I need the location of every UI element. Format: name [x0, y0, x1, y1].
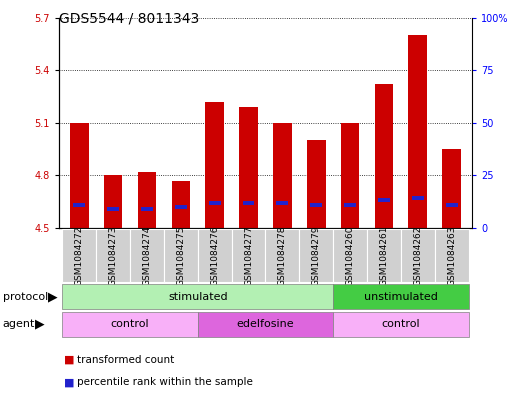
Text: GDS5544 / 8011343: GDS5544 / 8011343 — [59, 12, 199, 26]
Text: GSM1084278: GSM1084278 — [278, 225, 287, 286]
Bar — [344, 203, 356, 207]
Bar — [408, 35, 427, 228]
Text: GSM1084274: GSM1084274 — [143, 225, 151, 286]
Text: control: control — [382, 319, 420, 329]
Bar — [70, 123, 89, 228]
Bar — [277, 202, 288, 205]
Bar — [205, 102, 224, 228]
Bar — [96, 229, 130, 282]
Bar — [141, 207, 153, 211]
Text: agent: agent — [3, 319, 35, 329]
Bar — [104, 175, 123, 228]
Text: edelfosine: edelfosine — [236, 319, 294, 329]
Text: ▶: ▶ — [48, 290, 57, 303]
Text: ■: ■ — [64, 377, 78, 387]
Bar — [378, 198, 390, 202]
Bar — [401, 229, 435, 282]
Bar — [209, 202, 221, 205]
Text: GSM1084273: GSM1084273 — [109, 225, 117, 286]
Bar — [73, 203, 85, 207]
Bar — [232, 229, 266, 282]
Bar — [198, 229, 232, 282]
Text: control: control — [111, 319, 149, 329]
Text: ■: ■ — [64, 354, 78, 365]
Text: percentile rank within the sample: percentile rank within the sample — [77, 377, 253, 387]
Bar — [266, 229, 299, 282]
Bar — [446, 203, 458, 207]
Bar — [307, 140, 326, 228]
Text: GSM1084276: GSM1084276 — [210, 225, 219, 286]
Bar — [63, 229, 96, 282]
Text: GSM1084272: GSM1084272 — [75, 225, 84, 286]
Bar — [333, 285, 468, 309]
Text: unstimulated: unstimulated — [364, 292, 438, 302]
Bar — [367, 229, 401, 282]
Bar — [341, 123, 360, 228]
Bar — [137, 172, 156, 228]
Text: GSM1084277: GSM1084277 — [244, 225, 253, 286]
Bar — [243, 202, 254, 205]
Bar — [442, 149, 461, 228]
Bar — [63, 312, 198, 336]
Text: GSM1084263: GSM1084263 — [447, 225, 456, 286]
Bar — [164, 229, 198, 282]
Bar — [130, 229, 164, 282]
Bar — [171, 181, 190, 228]
Text: GSM1084261: GSM1084261 — [380, 225, 388, 286]
Bar — [412, 196, 424, 200]
Bar — [333, 312, 468, 336]
Bar — [239, 107, 258, 228]
Text: ▶: ▶ — [35, 318, 45, 331]
Text: transformed count: transformed count — [77, 354, 174, 365]
Bar — [175, 205, 187, 209]
Bar — [107, 207, 119, 211]
Bar — [333, 229, 367, 282]
Bar — [198, 312, 333, 336]
Bar — [310, 203, 322, 207]
Text: GSM1084260: GSM1084260 — [346, 225, 354, 286]
Text: stimulated: stimulated — [168, 292, 228, 302]
Bar — [435, 229, 468, 282]
Bar — [374, 84, 393, 228]
Bar — [299, 229, 333, 282]
Text: protocol: protocol — [3, 292, 48, 302]
Bar — [273, 123, 292, 228]
Text: GSM1084279: GSM1084279 — [312, 225, 321, 286]
Bar — [63, 285, 333, 309]
Text: GSM1084262: GSM1084262 — [413, 225, 422, 286]
Text: GSM1084275: GSM1084275 — [176, 225, 185, 286]
